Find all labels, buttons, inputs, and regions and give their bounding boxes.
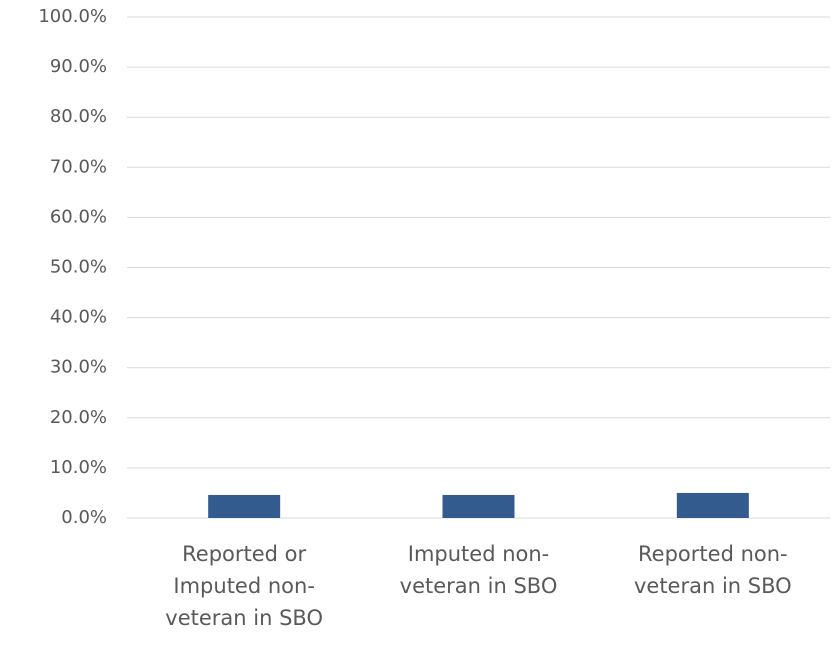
y-tick-label: 50.0%: [50, 257, 107, 278]
y-tick-label: 20.0%: [50, 407, 107, 428]
y-tick-label: 10.0%: [50, 457, 107, 478]
bar: [442, 494, 515, 518]
y-tick-label: 90.0%: [50, 56, 107, 77]
bar: [676, 492, 749, 518]
bar: [208, 494, 281, 518]
y-tick-label: 80.0%: [50, 106, 107, 127]
x-tick-label: Reported non-veteran in SBO: [633, 542, 792, 598]
x-tick-label: Imputed non-veteran in SBO: [399, 542, 558, 598]
y-tick-label: 60.0%: [50, 206, 107, 227]
y-tick-label: 100.0%: [38, 6, 107, 27]
y-tick-label: 0.0%: [61, 507, 107, 528]
y-tick-label: 40.0%: [50, 307, 107, 328]
y-tick-label: 70.0%: [50, 156, 107, 177]
y-tick-label: 30.0%: [50, 357, 107, 378]
x-tick-label: Reported or Imputed non-veteran in SBO: [165, 542, 324, 630]
